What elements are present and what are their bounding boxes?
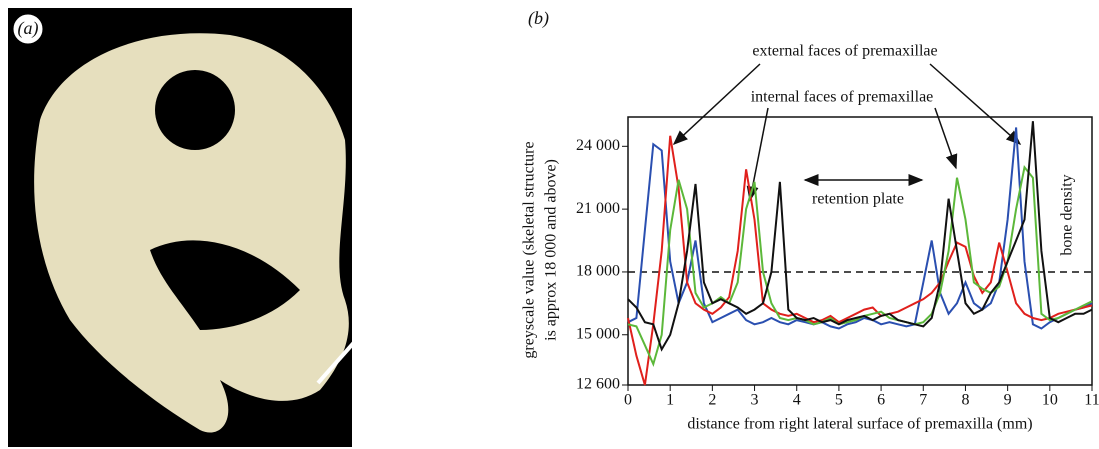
label-circle [12, 13, 44, 45]
x-tick-label: 9 [1004, 392, 1012, 409]
annotation: internal faces of premaxillae [751, 89, 934, 106]
annotation: transect [387, 331, 437, 348]
annotation: approximate [372, 307, 452, 324]
x-label: distance from right lateral surface of p… [687, 416, 1032, 433]
gap [150, 240, 300, 330]
orbit [155, 70, 235, 150]
x-tick-label: 2 [708, 392, 716, 409]
x-tick-label: 10 [1042, 392, 1058, 409]
scale-label: 5 mm [369, 425, 406, 442]
y-label: greyscale value (skeletal structure [521, 141, 538, 358]
panel-a: (a) approximate transect location 5 mm [8, 8, 452, 447]
data-line [627, 165, 1093, 368]
y-label: is approx 18 000 and above) [543, 159, 560, 341]
y-tick-label: 18 000 [576, 263, 620, 280]
x-tick-label: 0 [624, 392, 632, 409]
y-tick-label: 15 000 [576, 325, 620, 342]
x-tick-label: 5 [835, 392, 843, 409]
annotation: location [386, 355, 438, 372]
y-tick-label: 12 600 [576, 376, 620, 393]
x-tick-label: 6 [877, 392, 885, 409]
x-tick-label: 1 [666, 392, 674, 409]
x-tick-label: 4 [793, 392, 801, 409]
arrows [672, 63, 1022, 202]
x-tick-label: 3 [751, 392, 759, 409]
x-tick-label: 7 [919, 392, 927, 409]
plot-frame [627, 116, 1093, 386]
annotation: external faces of premaxillae [752, 43, 937, 60]
transect-line [316, 336, 360, 385]
annotation: retention plate [812, 191, 904, 208]
y-tick-label: 24 000 [576, 137, 620, 154]
y-tick-label: 21 000 [576, 200, 620, 217]
skull [34, 33, 349, 433]
panel-label: (b) [528, 8, 549, 29]
panel-label: (a) [18, 18, 39, 39]
annotation: bone density [1059, 174, 1076, 255]
x-tick-label: 8 [961, 392, 969, 409]
x-tick-label: 11 [1084, 392, 1099, 409]
data-line [627, 121, 1093, 352]
data-line [627, 135, 1093, 386]
